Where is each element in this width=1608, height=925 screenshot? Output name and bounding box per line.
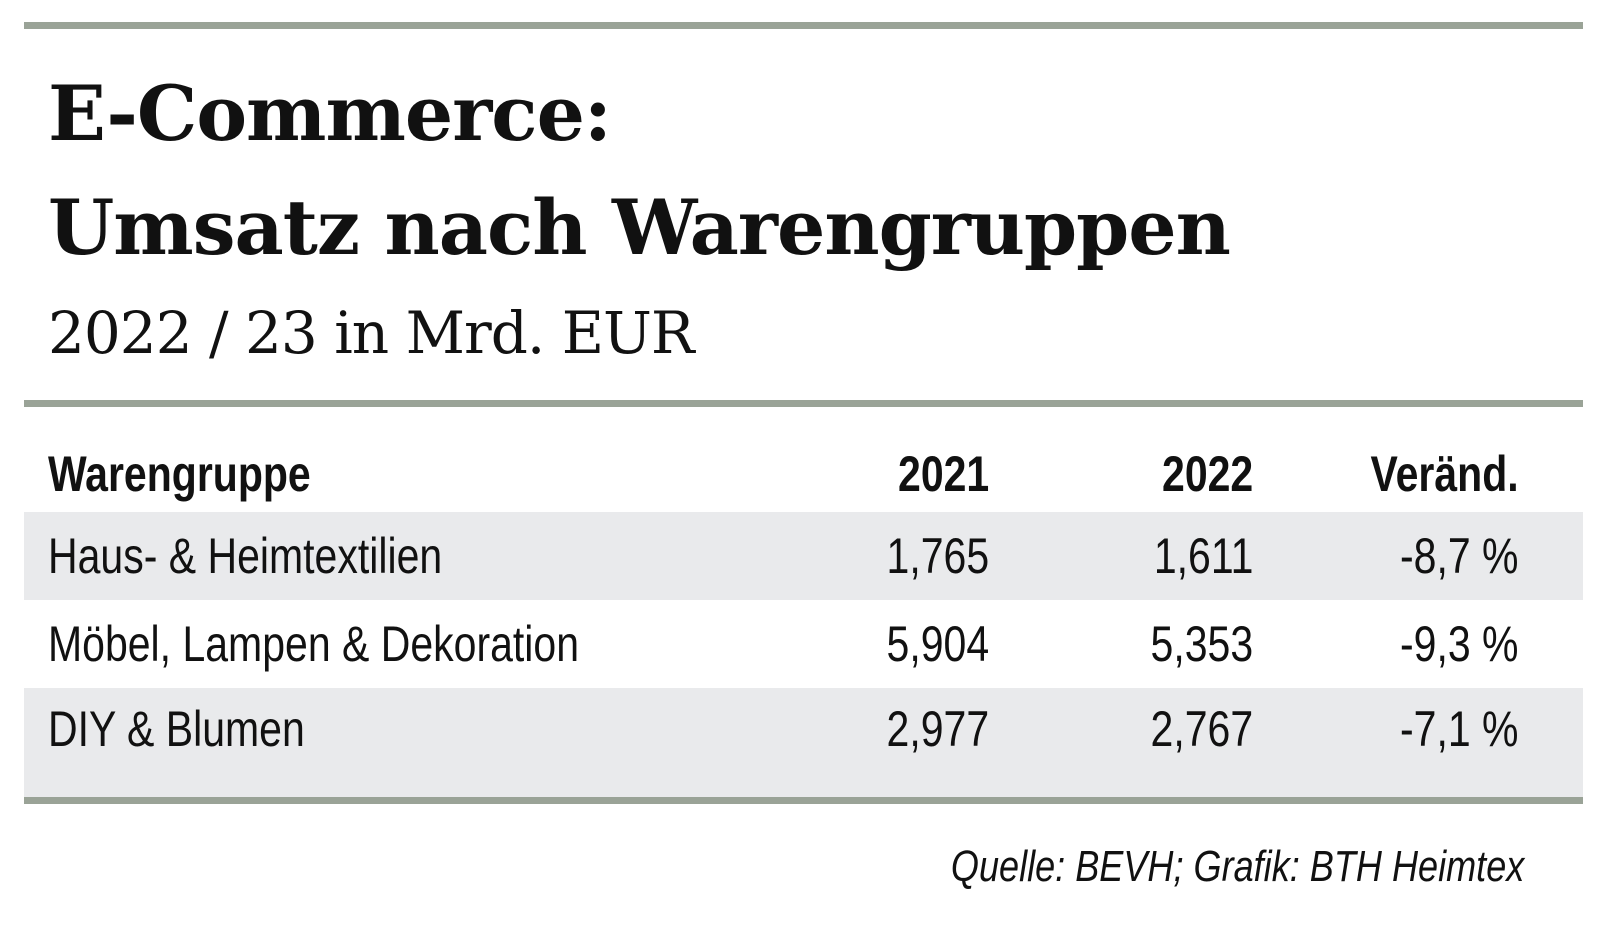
source-credit: Quelle: BEVH; Grafik: BTH Heimtex — [950, 842, 1524, 891]
change-cell: -8,7 % — [1400, 528, 1519, 584]
value-2021-cell: 1,765 — [886, 528, 989, 584]
title-line-1: E-Commerce: — [48, 69, 612, 158]
column-header-change: Veränd. — [1370, 446, 1519, 502]
table-row: Haus- & Heimtextilien 1,765 1,611 -8,7 % — [24, 512, 1583, 600]
table-row: DIY & Blumen 2,977 2,767 -7,1 % — [24, 688, 1583, 797]
title-line-2: Umsatz nach Warengruppen — [48, 183, 1231, 272]
value-2021-cell: 2,977 — [886, 701, 989, 757]
table-row: Möbel, Lampen & Dekoration 5,904 5,353 -… — [24, 600, 1583, 688]
column-header-2022: 2022 — [1161, 446, 1253, 502]
change-cell: -9,3 % — [1400, 616, 1519, 672]
column-header-2021: 2021 — [897, 446, 989, 502]
value-2022-cell: 1,611 — [1153, 528, 1253, 584]
change-cell: -7,1 % — [1400, 701, 1519, 757]
bottom-rule — [24, 797, 1583, 804]
value-2022-cell: 5,353 — [1150, 616, 1253, 672]
column-header-warengruppe: Warengruppe — [48, 446, 311, 502]
header-rule — [24, 400, 1583, 407]
data-table: Warengruppe 2021 2022 Veränd. Haus- & He… — [24, 407, 1583, 797]
category-cell: DIY & Blumen — [48, 701, 305, 757]
value-2021-cell: 5,904 — [886, 616, 989, 672]
table-header-row: Warengruppe 2021 2022 Veränd. — [24, 407, 1583, 512]
category-cell: Möbel, Lampen & Dekoration — [48, 616, 580, 672]
top-rule — [24, 22, 1583, 29]
subtitle: 2022 / 23 in Mrd. EUR — [48, 299, 695, 367]
value-2022-cell: 2,767 — [1150, 701, 1253, 757]
category-cell: Haus- & Heimtextilien — [48, 528, 443, 584]
